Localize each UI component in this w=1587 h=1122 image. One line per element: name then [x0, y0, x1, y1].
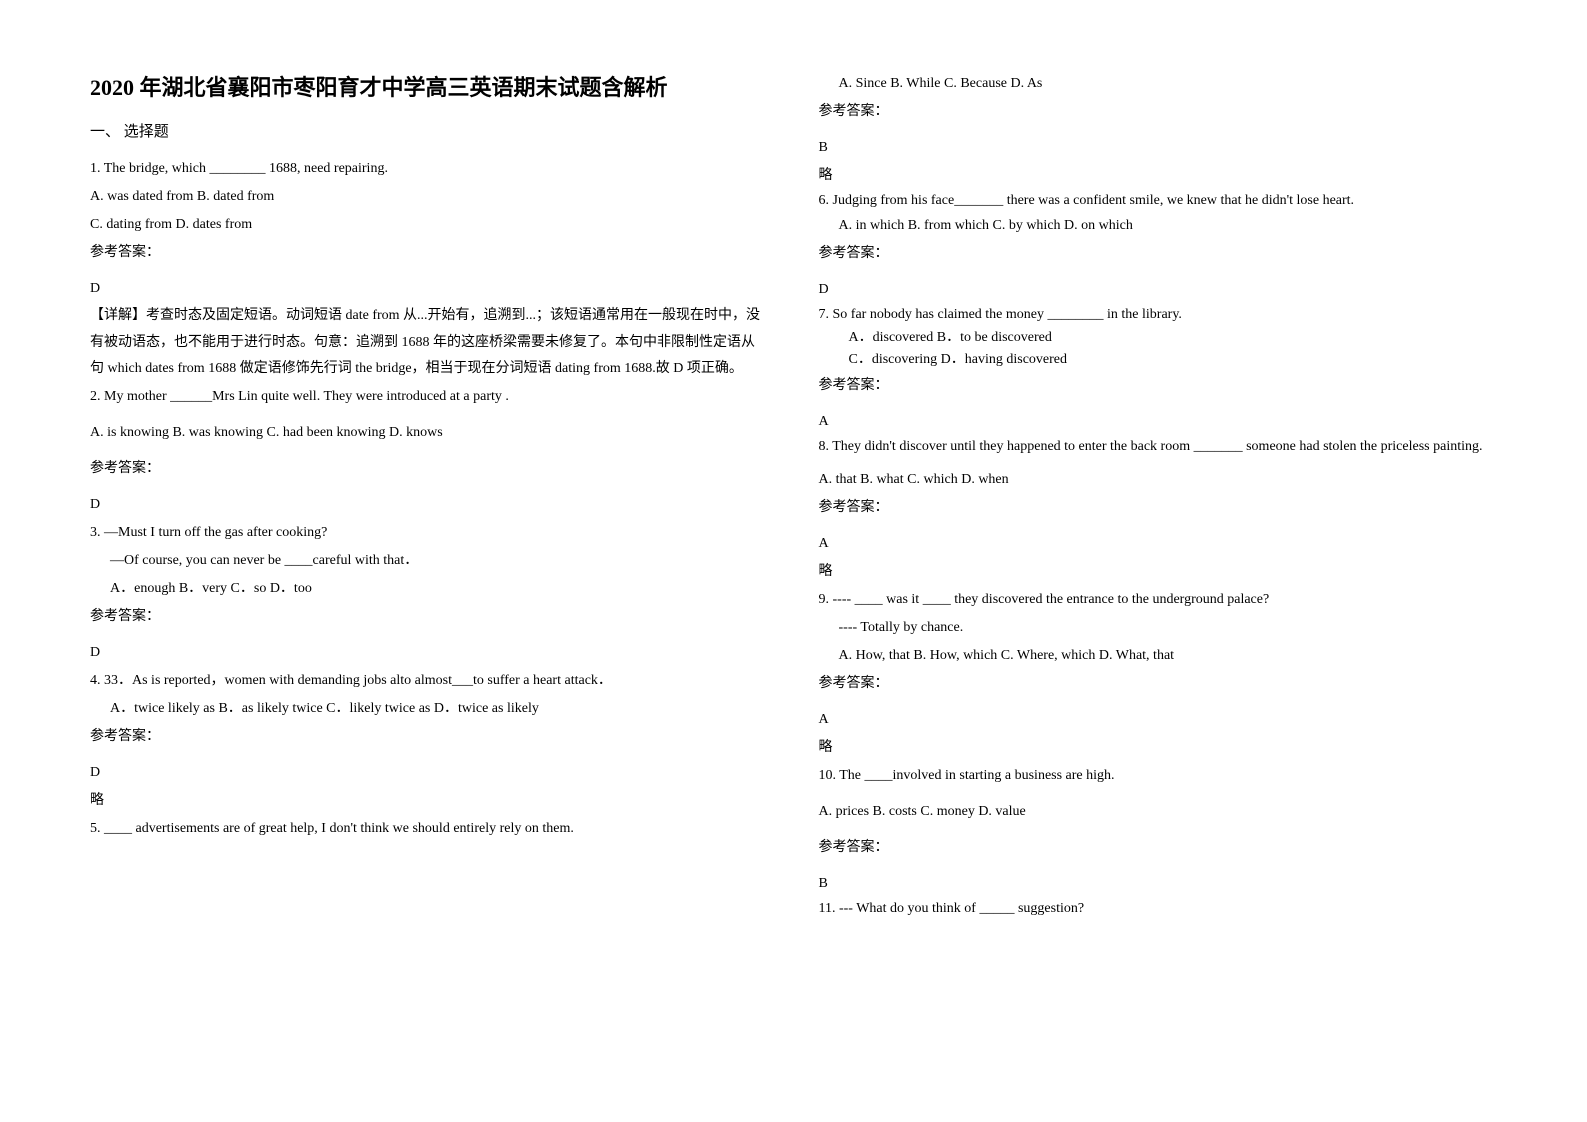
q6-ans: D — [819, 276, 1498, 304]
q7-text: 7. So far nobody has claimed the money _… — [819, 304, 1498, 326]
document-title: 2020 年湖北省襄阳市枣阳育才中学高三英语期末试题含解析 — [90, 70, 769, 102]
q10-text: 10. The ____involved in starting a busin… — [819, 762, 1498, 790]
q9-omit: 略 — [819, 734, 1498, 762]
q2-opts: A. is knowing B. was knowing C. had been… — [90, 419, 769, 447]
q10-ans: B — [819, 870, 1498, 898]
q10-ans-label: 参考答案： — [819, 834, 1498, 862]
q6-text: 6. Judging from his face_______ there wa… — [819, 190, 1498, 212]
q4-omit: 略 — [90, 787, 769, 815]
q9-ans: A — [819, 706, 1498, 734]
q4-ans: D — [90, 759, 769, 787]
right-column: A. Since B. While C. Because D. As 参考答案：… — [819, 70, 1498, 920]
q3-text2: —Of course, you can never be ____careful… — [90, 547, 769, 575]
q7-ans-label: 参考答案： — [819, 372, 1498, 400]
q1-text: 1. The bridge, which ________ 1688, need… — [90, 155, 769, 183]
q1-explain: 【详解】考查时态及固定短语。动词短语 date from 从...开始有，追溯到… — [90, 303, 769, 383]
q6-opts: A. in which B. from which C. by which D.… — [819, 212, 1498, 240]
q9-text1: 9. ---- ____ was it ____ they discovered… — [819, 586, 1498, 614]
q4-opts: A．twice likely as B．as likely twice C．li… — [90, 695, 769, 723]
q4-text: 4. 33．As is reported，women with demandin… — [90, 667, 769, 695]
q5-ans-label: 参考答案： — [819, 98, 1498, 126]
q5-omit: 略 — [819, 162, 1498, 190]
q7-ans: A — [819, 408, 1498, 436]
q1-opts-a: A. was dated from B. dated from — [90, 183, 769, 211]
q1-ans-label: 参考答案： — [90, 239, 769, 267]
q10-opts: A. prices B. costs C. money D. value — [819, 798, 1498, 826]
q1-opts-b: C. dating from D. dates from — [90, 211, 769, 239]
q8-ans: A — [819, 530, 1498, 558]
q9-ans-label: 参考答案： — [819, 670, 1498, 698]
left-column: 2020 年湖北省襄阳市枣阳育才中学高三英语期末试题含解析 一、 选择题 1. … — [90, 70, 769, 920]
q1-ans: D — [90, 275, 769, 303]
q5-ans: B — [819, 134, 1498, 162]
section-header: 一、 选择题 — [90, 120, 769, 141]
q7-opts-b: C．discovering D．having discovered — [819, 349, 1498, 371]
q3-text1: 3. —Must I turn off the gas after cookin… — [90, 519, 769, 547]
q4-ans-label: 参考答案： — [90, 723, 769, 751]
q3-opts: A．enough B．very C．so D．too — [90, 575, 769, 603]
q8-omit: 略 — [819, 558, 1498, 586]
q7-opts-a: A．discovered B．to be discovered — [819, 327, 1498, 349]
q6-ans-label: 参考答案： — [819, 240, 1498, 268]
page: 2020 年湖北省襄阳市枣阳育才中学高三英语期末试题含解析 一、 选择题 1. … — [0, 0, 1587, 960]
q2-text: 2. My mother ______Mrs Lin quite well. T… — [90, 383, 769, 411]
q3-ans-label: 参考答案： — [90, 603, 769, 631]
q5-text: 5. ____ advertisements are of great help… — [90, 815, 769, 843]
q3-ans: D — [90, 639, 769, 667]
q9-opts: A. How, that B. How, which C. Where, whi… — [819, 642, 1498, 670]
q2-ans: D — [90, 491, 769, 519]
q8-text: 8. They didn't discover until they happe… — [819, 436, 1498, 458]
q8-ans-label: 参考答案： — [819, 494, 1498, 522]
q9-text2: ---- Totally by chance. — [819, 614, 1498, 642]
q2-ans-label: 参考答案： — [90, 455, 769, 483]
q11-text: 11. --- What do you think of _____ sugge… — [819, 898, 1498, 920]
q8-opts: A. that B. what C. which D. when — [819, 466, 1498, 494]
q5-opts: A. Since B. While C. Because D. As — [819, 70, 1498, 98]
